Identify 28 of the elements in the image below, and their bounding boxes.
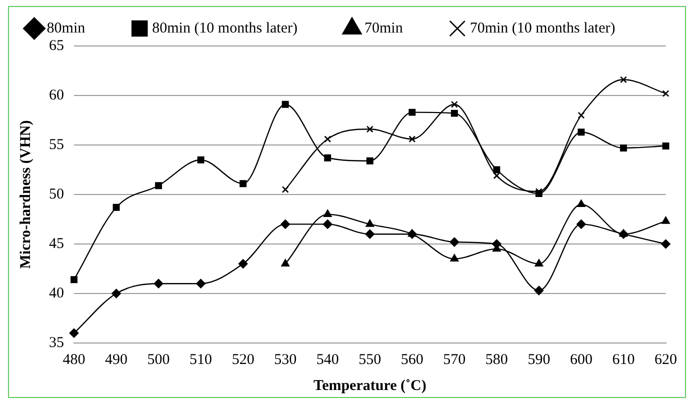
x-tick-label: 540 — [316, 352, 339, 368]
y-tick-label: 40 — [49, 285, 64, 302]
x-tick-label: 590 — [528, 352, 550, 368]
x-tick-label: 570 — [443, 352, 466, 368]
x-tick-label: 620 — [654, 352, 677, 368]
y-tick-label: 35 — [49, 334, 64, 351]
y-tick-label: 50 — [49, 186, 64, 202]
x-tick-label: 580 — [485, 352, 508, 368]
legend-label: 80min (10 months later) — [152, 20, 336, 36]
legend-label: 70min — [364, 20, 440, 36]
y-axis-title: Micro-hardness (VHN) — [18, 120, 34, 269]
x-axis-title: Temperature (˚C) — [313, 378, 426, 394]
x-tick-label: 550 — [358, 352, 382, 368]
y-tick-label: 60 — [49, 87, 64, 104]
y-tick-label: 45 — [49, 236, 64, 252]
legend-label: 70min (10 months later) — [470, 20, 653, 36]
x-tick-label: 480 — [62, 352, 86, 368]
x-tick-label: 560 — [400, 352, 424, 368]
x-tick-label: 610 — [612, 352, 635, 368]
x-tick-label: 490 — [105, 352, 128, 368]
x-tick-label: 520 — [232, 352, 254, 368]
y-tick-label: 65 — [49, 38, 64, 54]
x-tick-label: 600 — [570, 352, 592, 368]
y-tick-label: 55 — [49, 136, 64, 153]
x-tick-label: 530 — [274, 352, 297, 368]
x-tick-label: 500 — [147, 352, 170, 368]
x-tick-label: 510 — [190, 352, 212, 368]
legend-label: 80min — [46, 20, 123, 36]
